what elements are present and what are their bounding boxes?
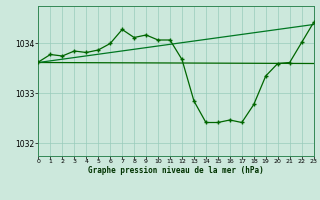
X-axis label: Graphe pression niveau de la mer (hPa): Graphe pression niveau de la mer (hPa) <box>88 166 264 175</box>
